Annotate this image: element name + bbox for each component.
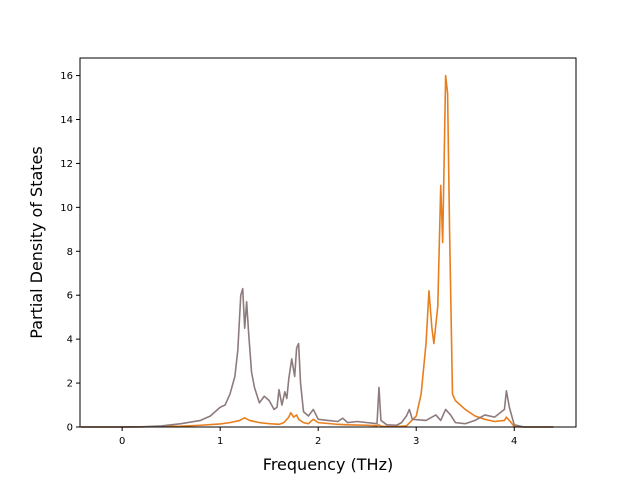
x-tick-label: 1 [217,436,223,447]
y-tick-label: 6 [67,291,73,302]
y-tick-label: 14 [60,115,73,126]
y-tick-label: 12 [60,159,73,170]
x-tick-label: 3 [413,436,419,447]
y-tick-label: 4 [67,335,73,346]
x-axis-label: Frequency (THz) [263,455,393,474]
x-tick-label: 2 [315,436,321,447]
y-tick-label: 16 [60,71,73,82]
y-tick-label: 10 [60,203,73,214]
x-tick-label: 0 [119,436,125,447]
x-tick-label: 4 [511,436,517,447]
y-tick-label: 0 [67,423,73,434]
plot-area [80,58,576,427]
y-axis-label: Partial Density of States [27,146,46,338]
plot-frame [79,57,577,428]
series-line-2 [80,287,554,428]
y-tick-label: 2 [67,379,73,390]
y-axis-ticks: 0 2 4 6 8 10 12 14 16 [60,71,80,434]
series-line-1 [80,74,554,428]
x-axis-ticks: 0 1 2 3 4 [119,427,517,447]
series-layer [80,74,554,428]
y-tick-label: 8 [67,247,73,258]
